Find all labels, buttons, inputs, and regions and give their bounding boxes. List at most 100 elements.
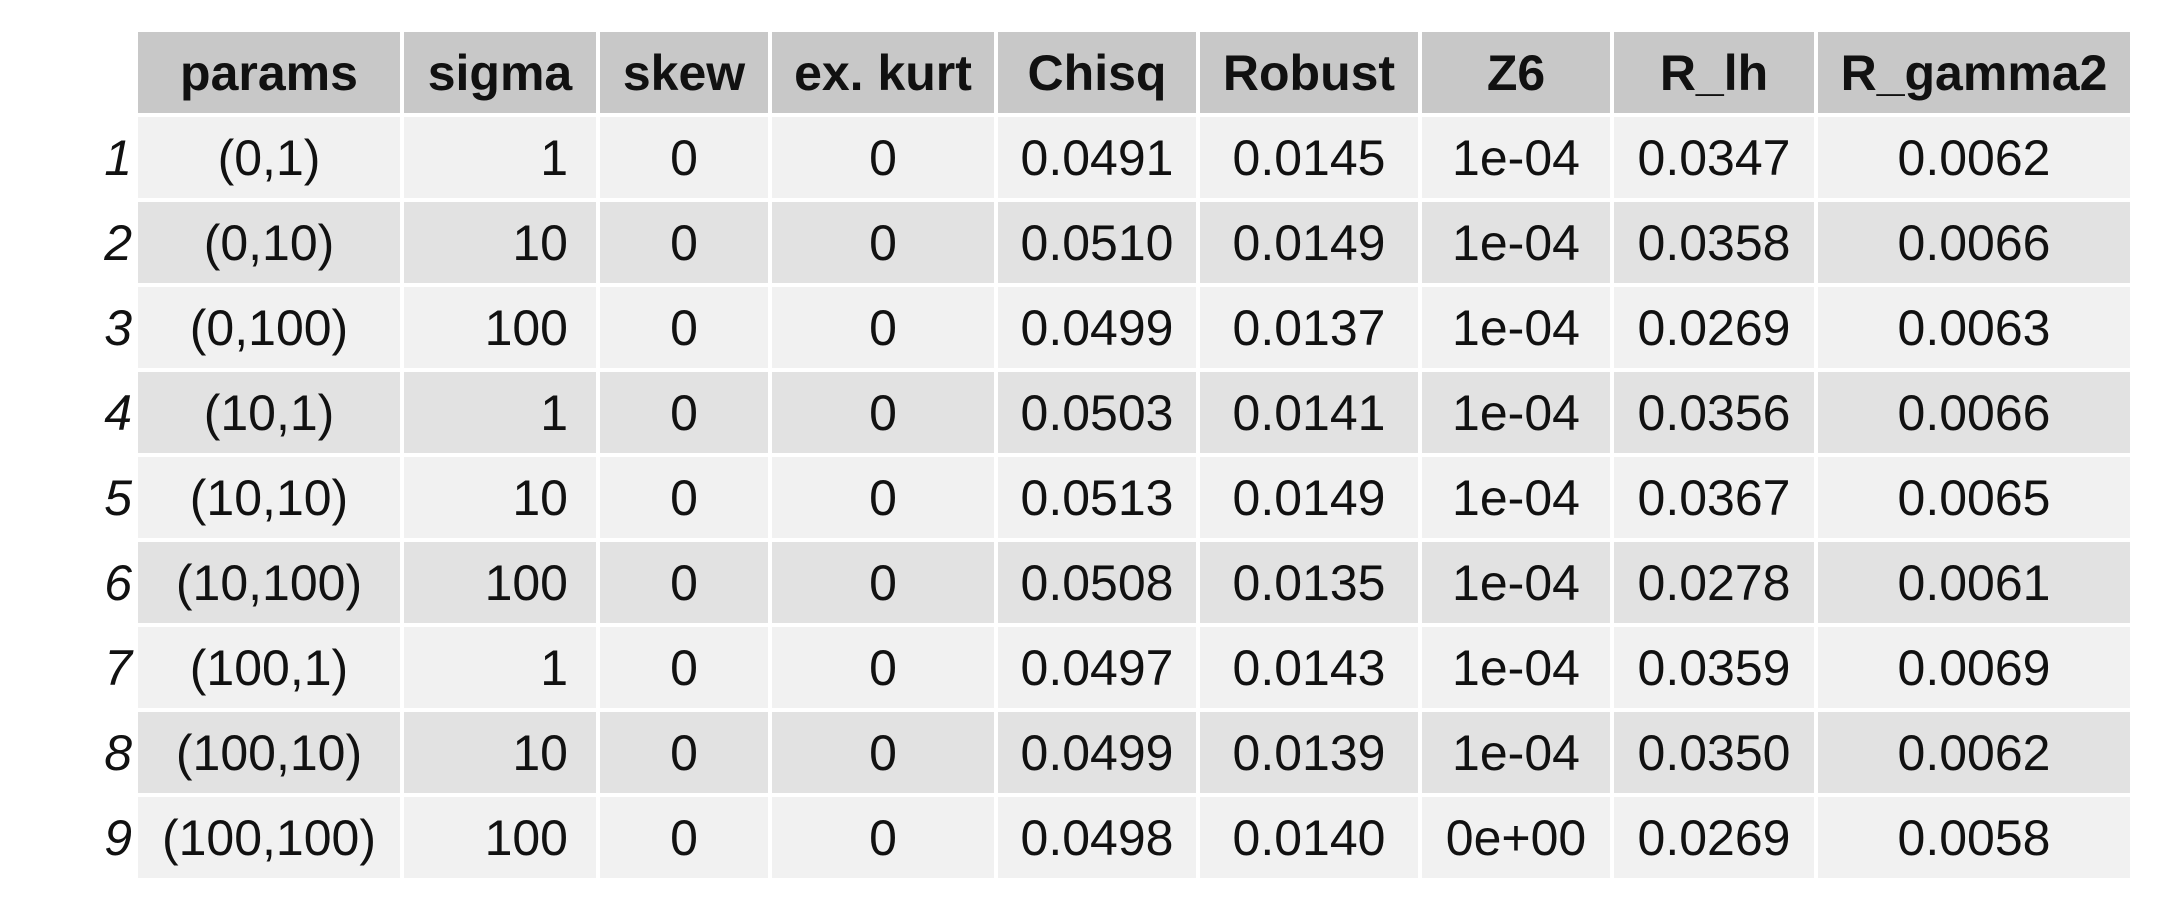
skew-cell: 0 — [600, 117, 768, 198]
r-gamma2-cell: 0.0062 — [1818, 712, 2130, 793]
r-lh-cell: 0.0269 — [1614, 287, 1814, 368]
params-header: params — [138, 32, 400, 113]
skew-cell: 0 — [600, 797, 768, 878]
sigma-cell: 10 — [404, 457, 596, 538]
r-lh-cell: 0.0269 — [1614, 797, 1814, 878]
sigma-cell: 1 — [404, 627, 596, 708]
sigma-cell: 1 — [404, 117, 596, 198]
table-row: 1 (0,1) 1 0 0 0.0491 0.0145 1e-04 0.0347 0.0062 — [94, 117, 2130, 198]
ex-kurt-cell: 0 — [772, 712, 994, 793]
chisq-header: Chisq — [998, 32, 1196, 113]
z6-header: Z6 — [1422, 32, 1610, 113]
skew-cell: 0 — [600, 202, 768, 283]
table-row: 9 (100,100) 100 0 0 0.0498 0.0140 0e+00 0.0269 0.… — [94, 797, 2130, 878]
sigma-cell: 1 — [404, 372, 596, 453]
ex-kurt-cell: 0 — [772, 457, 994, 538]
skew-cell: 0 — [600, 372, 768, 453]
results-table: params sigma skew ex. kurt Chisq Robust Z6 R_lh… — [90, 28, 2134, 882]
robust-cell: 0.0140 — [1200, 797, 1418, 878]
r-lh-cell: 0.0367 — [1614, 457, 1814, 538]
row-number: 7 — [104, 639, 132, 696]
z6-cell: 1e-04 — [1422, 117, 1610, 198]
z6-cell: 0e+00 — [1422, 797, 1610, 878]
z6-cell: 1e-04 — [1422, 542, 1610, 623]
params-cell: (0,100) — [138, 287, 400, 368]
params-cell: (10,100) — [138, 542, 400, 623]
params-cell: (0,10) — [138, 202, 400, 283]
chisq-cell: 0.0498 — [998, 797, 1196, 878]
r-gamma2-cell: 0.0058 — [1818, 797, 2130, 878]
row-number: 6 — [104, 554, 132, 611]
r-gamma2-cell: 0.0062 — [1818, 117, 2130, 198]
robust-header: Robust — [1200, 32, 1418, 113]
table-row: 8 (100,10) 10 0 0 0.0499 0.0139 1e-04 0.0350 0.00… — [94, 712, 2130, 793]
robust-cell: 0.0137 — [1200, 287, 1418, 368]
table-body: 1 (0,1) 1 0 0 0.0491 0.0145 1e-04 0.0347 0.0062 2(… — [94, 117, 2130, 878]
chisq-cell: 0.0503 — [998, 372, 1196, 453]
r-gamma2-cell: 0.0061 — [1818, 542, 2130, 623]
skew-cell: 0 — [600, 542, 768, 623]
r-gamma2-cell: 0.0069 — [1818, 627, 2130, 708]
robust-cell: 0.0141 — [1200, 372, 1418, 453]
ex-kurt-cell: 0 — [772, 117, 994, 198]
params-cell: (10,10) — [138, 457, 400, 538]
r-lh-cell: 0.0278 — [1614, 542, 1814, 623]
chisq-cell: 0.0508 — [998, 542, 1196, 623]
ex-kurt-cell: 0 — [772, 627, 994, 708]
ex-kurt-cell: 0 — [772, 542, 994, 623]
params-cell: (0,1) — [138, 117, 400, 198]
skew-cell: 0 — [600, 712, 768, 793]
skew-header: skew — [600, 32, 768, 113]
sigma-cell: 10 — [404, 202, 596, 283]
header-row: params sigma skew ex. kurt Chisq Robust Z6 R_lh… — [94, 32, 2130, 113]
z6-cell: 1e-04 — [1422, 202, 1610, 283]
table-row: 3 (0,100) 100 0 0 0.0499 0.0137 1e-04 0.0269 0.00… — [94, 287, 2130, 368]
robust-cell: 0.0149 — [1200, 457, 1418, 538]
ex-kurt-header: ex. kurt — [772, 32, 994, 113]
row-number: 3 — [104, 299, 132, 356]
table-header: params sigma skew ex. kurt Chisq Robust Z6 R_lh… — [94, 32, 2130, 113]
chisq-cell: 0.0497 — [998, 627, 1196, 708]
z6-cell: 1e-04 — [1422, 712, 1610, 793]
r-lh-header: R_lh — [1614, 32, 1814, 113]
chisq-cell: 0.0499 — [998, 287, 1196, 368]
results-table-container: params sigma skew ex. kurt Chisq Robust Z6 R_lh… — [90, 28, 2134, 882]
sigma-cell: 10 — [404, 712, 596, 793]
r-lh-cell: 0.0347 — [1614, 117, 1814, 198]
table-row: 7 (100,1) 1 0 0 0.0497 0.0143 1e-04 0.0359 0.0069 — [94, 627, 2130, 708]
row-number: 1 — [104, 129, 132, 186]
r-gamma2-cell: 0.0066 — [1818, 372, 2130, 453]
row-number-header — [94, 32, 134, 113]
skew-cell: 0 — [600, 287, 768, 368]
r-gamma2-cell: 0.0065 — [1818, 457, 2130, 538]
robust-cell: 0.0149 — [1200, 202, 1418, 283]
chisq-cell: 0.0491 — [998, 117, 1196, 198]
params-cell: (100,1) — [138, 627, 400, 708]
r-lh-cell: 0.0350 — [1614, 712, 1814, 793]
row-number: 5 — [104, 469, 132, 526]
r-gamma2-cell: 0.0063 — [1818, 287, 2130, 368]
sigma-cell: 100 — [404, 287, 596, 368]
table-row: 5 (10,10) 10 0 0 0.0513 0.0149 1e-04 0.0367 0.006… — [94, 457, 2130, 538]
robust-cell: 0.0143 — [1200, 627, 1418, 708]
skew-cell: 0 — [600, 627, 768, 708]
z6-cell: 1e-04 — [1422, 287, 1610, 368]
ex-kurt-cell: 0 — [772, 202, 994, 283]
sigma-header: sigma — [404, 32, 596, 113]
robust-cell: 0.0139 — [1200, 712, 1418, 793]
ex-kurt-cell: 0 — [772, 797, 994, 878]
row-number: 9 — [104, 809, 132, 866]
chisq-cell: 0.0513 — [998, 457, 1196, 538]
r-gamma2-cell: 0.0066 — [1818, 202, 2130, 283]
ex-kurt-cell: 0 — [772, 372, 994, 453]
sigma-cell: 100 — [404, 542, 596, 623]
r-lh-cell: 0.0358 — [1614, 202, 1814, 283]
r-lh-cell: 0.0356 — [1614, 372, 1814, 453]
row-number: 2 — [104, 214, 132, 271]
params-cell: (100,10) — [138, 712, 400, 793]
r-gamma2-header: R_gamma2 — [1818, 32, 2130, 113]
z6-cell: 1e-04 — [1422, 372, 1610, 453]
r-lh-cell: 0.0359 — [1614, 627, 1814, 708]
z6-cell: 1e-04 — [1422, 457, 1610, 538]
robust-cell: 0.0135 — [1200, 542, 1418, 623]
